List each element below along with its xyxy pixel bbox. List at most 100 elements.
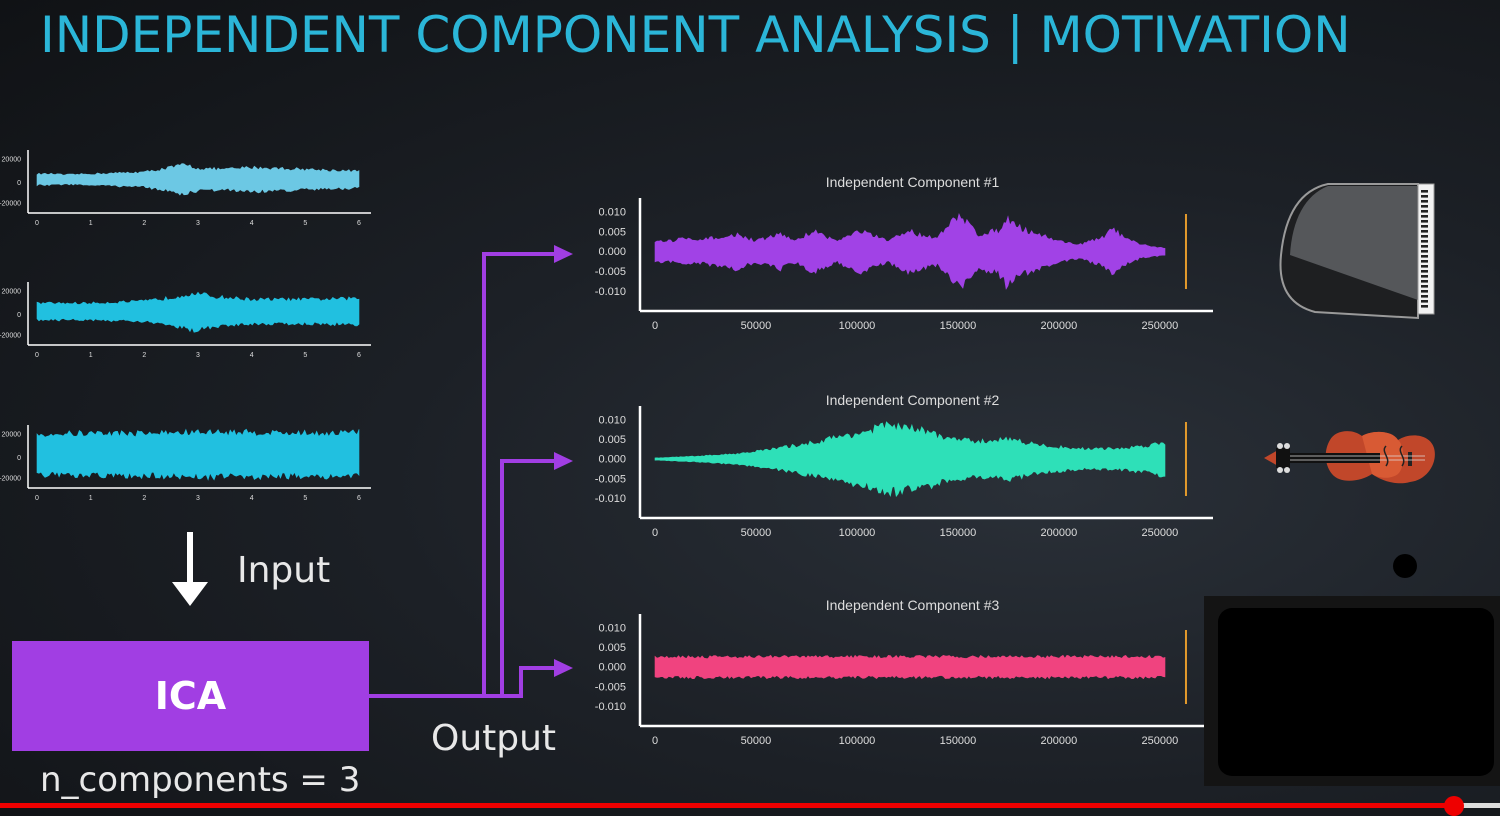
y-tick-label: 20000 [2,431,22,438]
x-tick-label: 250000 [1142,735,1179,747]
piano-key [1421,305,1428,308]
y-tick-label: 0.005 [598,434,626,446]
x-tick-label: 2 [142,352,146,359]
ica-block: ICA [12,641,369,751]
connector-1 [369,252,556,698]
x-tick-label: 150000 [940,527,977,539]
x-tick-label: 50000 [741,320,772,332]
x-tick-label: 100000 [839,320,876,332]
connector-2 [484,459,556,698]
y-tick-label: -0.005 [595,266,626,278]
x-tick-label: 0 [652,735,658,747]
waveform [654,212,1166,290]
output-label: Output [431,718,557,759]
piano-key [1421,230,1428,233]
y-tick-label: 0.010 [598,207,626,219]
piano-key [1421,300,1428,303]
piano-key [1421,210,1428,213]
x-tick-label: 150000 [940,735,977,747]
piano-key [1421,290,1428,293]
arrowheads [554,245,573,677]
x-tick-label: 5 [303,220,307,227]
x-tick-label: 3 [196,495,200,502]
progress-scrubber-handle[interactable] [1444,796,1464,816]
x-tick-label: 150000 [940,320,977,332]
y-tick-label: 0 [17,180,21,187]
input-chart-3: 20000 0 -20000 0 1 2 3 4 5 6 [0,425,371,502]
component-chart-2: Independent Component #2 0.010 0.005 0.000 -… [595,392,1213,539]
piano-key [1421,190,1428,193]
component-chart-1: Independent Component #1 0.010 0.005 0.000 -… [595,174,1213,332]
video-progress-bar[interactable] [0,803,1500,808]
piano-key [1421,295,1428,298]
x-tick-label: 100000 [839,527,876,539]
x-tick-label: 0 [652,320,658,332]
piano-key [1421,285,1428,288]
y-tick-label: 0.010 [598,623,626,635]
piano-key [1421,280,1428,283]
piano-key [1421,240,1428,243]
y-tick-label: -0.010 [595,286,626,298]
piano-key [1421,225,1428,228]
x-tick-label: 0 [35,495,39,502]
video-preview-screen [1218,608,1494,776]
y-tick-label: 0.010 [598,415,626,427]
ica-label: ICA [154,674,227,718]
x-tick-label: 5 [303,352,307,359]
x-tick-label: 4 [250,220,254,227]
x-tick-label: 6 [357,220,361,227]
chart-title: Independent Component #1 [826,174,1000,190]
x-tick-label: 3 [196,352,200,359]
chart-title: Independent Component #2 [826,392,1000,408]
down-arrow-icon [172,532,208,606]
y-tick-label: -0.005 [595,473,626,485]
piano-key [1421,200,1428,203]
x-tick-label: 0 [35,220,39,227]
piano-key [1421,235,1428,238]
input-chart-1: 20000 0 -20000 0 1 2 3 4 5 6 [0,150,371,227]
component-chart-3: Independent Component #3 0.010 0.005 0.000 -… [595,597,1213,747]
piano-key [1421,260,1428,263]
arrowhead-3 [554,659,573,677]
x-tick-label: 1 [89,495,93,502]
x-tick-label: 50000 [741,735,772,747]
piano-key [1421,215,1428,218]
y-tick-label: 20000 [2,156,22,163]
arrowhead-1 [554,245,573,263]
y-tick-label: 0.000 [598,662,626,674]
x-tick-label: 200000 [1041,527,1078,539]
y-tick-label: 0.005 [598,642,626,654]
piano-key [1421,270,1428,273]
piano-key [1421,245,1428,248]
x-tick-label: 250000 [1142,320,1179,332]
x-tick-label: 200000 [1041,320,1078,332]
y-tick-label: 0.000 [598,246,626,258]
n-components-label: n_components = 3 [40,760,361,800]
connector-3 [502,666,556,698]
piano-key [1421,220,1428,223]
x-tick-label: 2 [142,220,146,227]
waveform [654,654,1166,680]
arrowhead-2 [554,452,573,470]
piano-key [1421,265,1428,268]
y-tick-label: 0 [17,455,21,462]
piano-key [1421,205,1428,208]
x-tick-label: 4 [250,495,254,502]
piano-key [1421,255,1428,258]
piano-key [1421,250,1428,253]
violin-icon [1264,431,1435,484]
x-tick-label: 250000 [1142,527,1179,539]
x-tick-label: 200000 [1041,735,1078,747]
x-tick-label: 1 [89,220,93,227]
y-tick-label: -0.005 [595,681,626,693]
piano-key [1421,195,1428,198]
chart-title: Independent Component #3 [826,597,1000,613]
waveform [36,291,360,333]
y-tick-label: 20000 [2,288,22,295]
y-tick-label: -20000 [0,332,21,339]
input-chart-2: 20000 0 -20000 0 1 2 3 4 5 6 [0,282,371,359]
y-tick-label: -0.010 [595,493,626,505]
x-tick-label: 6 [357,352,361,359]
video-preview-thumbnail[interactable] [1204,596,1500,786]
